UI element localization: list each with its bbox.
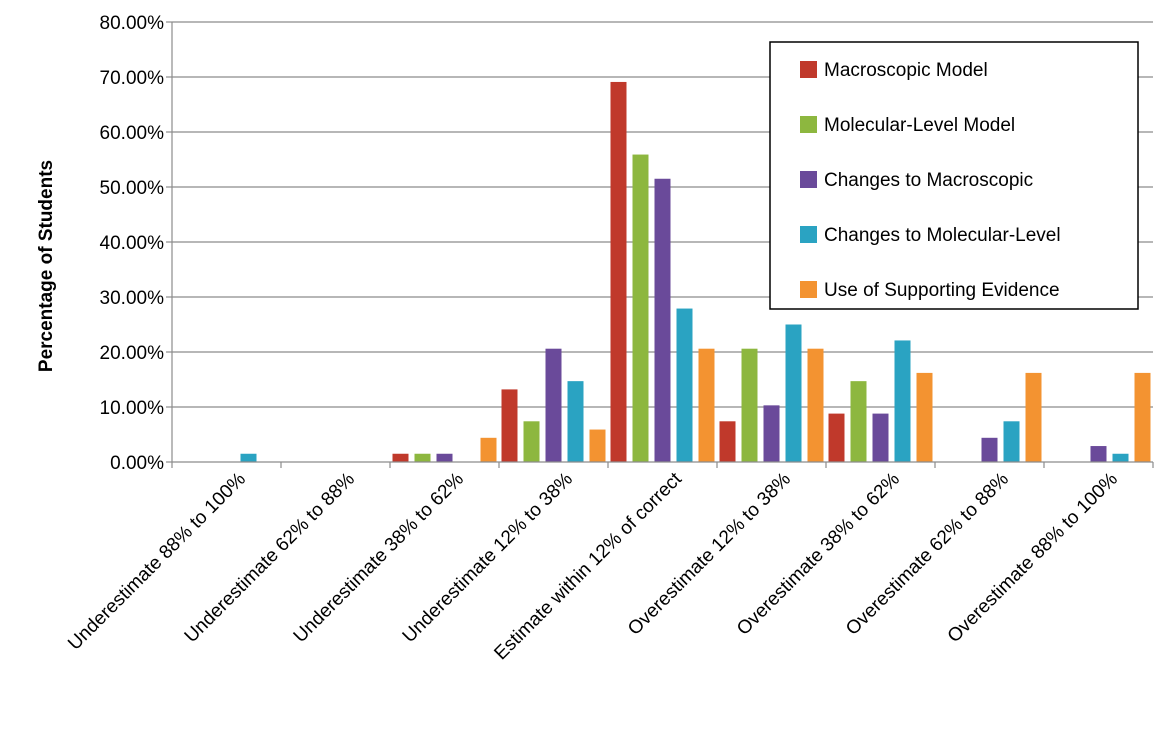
bar: [719, 421, 736, 462]
bar: [676, 308, 693, 462]
legend-swatch: [800, 281, 817, 298]
y-tick-label: 20.00%: [100, 343, 165, 364]
legend-entry: Macroscopic Model: [824, 60, 988, 81]
y-tick-label: 60.00%: [100, 123, 165, 144]
legend-swatch: [800, 226, 817, 243]
legend: Macroscopic Model Molecular-Level Model Ch…: [769, 41, 1139, 310]
y-tick-label: 0.00%: [110, 453, 164, 474]
x-tick-label: Estimate within 12% of correct: [490, 468, 686, 664]
bar: [763, 405, 780, 462]
y-tick-label: 30.00%: [100, 288, 165, 309]
bar: [916, 372, 933, 462]
y-tick-label: 70.00%: [100, 68, 165, 89]
bar: [654, 178, 671, 462]
y-tick-labels: 0.00% 10.00% 20.00% 30.00% 40.00% 50.00% 60.00…: [100, 13, 165, 474]
bar: [436, 453, 453, 462]
bar: [828, 413, 845, 462]
bar: [698, 348, 715, 462]
y-tick-label: 80.00%: [100, 13, 165, 34]
y-tick-label: 10.00%: [100, 398, 165, 419]
bar: [501, 389, 518, 462]
bar: [1112, 453, 1129, 462]
bar: [545, 348, 562, 462]
bar: [414, 453, 431, 462]
bar: [567, 381, 584, 462]
bar: [894, 340, 911, 462]
bar: [523, 421, 540, 462]
x-tick-label: Underestimate 88% to 100%: [64, 469, 250, 655]
legend-swatch: [800, 171, 817, 188]
bar: [850, 381, 867, 462]
legend-entry: Molecular-Level Model: [824, 115, 1015, 136]
legend-swatch: [800, 116, 817, 133]
bar: [632, 154, 649, 463]
bar: [807, 348, 824, 462]
bar: [480, 437, 497, 462]
bar: [240, 453, 257, 462]
bar: [981, 437, 998, 462]
legend-entry: Changes to Molecular-Level: [824, 225, 1061, 246]
bar: [785, 324, 802, 462]
axes: [166, 21, 1154, 468]
bar: [610, 81, 627, 462]
bar: [1090, 446, 1107, 462]
bar: [589, 429, 606, 462]
legend-box: [769, 41, 1139, 310]
bar: [1134, 372, 1151, 462]
bar: [1003, 421, 1020, 462]
legend-entry: Changes to Macroscopic: [824, 170, 1033, 191]
bar: [392, 453, 409, 462]
y-tick-label: 40.00%: [100, 233, 165, 254]
y-tick-label: 50.00%: [100, 178, 165, 199]
bar: [872, 413, 889, 462]
legend-entry: Use of Supporting Evidence: [824, 280, 1060, 301]
y-axis-label: Percentage of Students: [36, 160, 57, 372]
bar: [1025, 372, 1042, 462]
bars: [240, 81, 1151, 463]
legend-swatch: [800, 61, 817, 78]
bar: [741, 348, 758, 462]
x-tick-labels: Underestimate 88% to 100%Underestimate 6…: [64, 468, 1122, 664]
